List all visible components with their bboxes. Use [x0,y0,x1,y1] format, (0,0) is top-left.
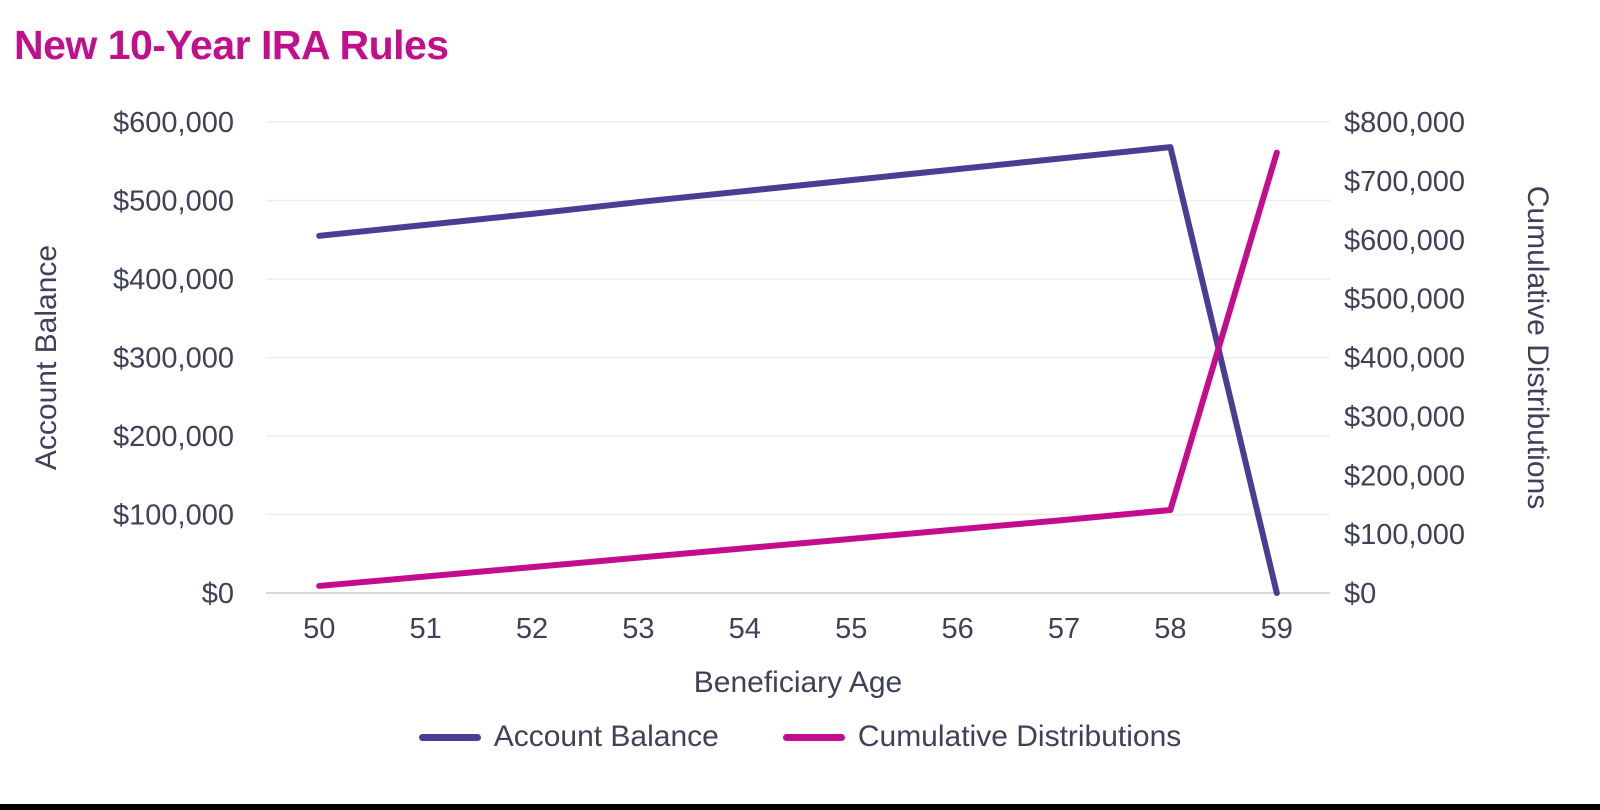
right-axis-tick-label: $400,000 [1344,343,1465,375]
x-axis-tick-label: 56 [941,613,973,645]
x-axis-tick-label: 51 [409,613,441,645]
right-axis-tick-label: $500,000 [1344,284,1465,316]
right-axis-tick-label: $0 [1344,578,1376,610]
x-axis-tick-label: 53 [622,613,654,645]
legend-label-account-balance: Account Balance [493,720,719,753]
right-axis-tick-label: $600,000 [1344,225,1465,257]
legend-item-cumulative-distributions: Cumulative Distributions [782,720,1182,754]
left-axis-tick-label: $200,000 [113,421,234,453]
x-axis-tick-label: 52 [516,613,548,645]
chart-title: New 10-Year IRA Rules [14,22,449,68]
left-axis-tick-label: $100,000 [113,500,234,532]
left-axis-tick-label: $400,000 [113,264,234,296]
legend-label-cumulative-distributions: Cumulative Distributions [857,720,1182,753]
left-axis-tick-label: $300,000 [113,343,234,375]
x-axis-tick-label: 58 [1154,613,1186,645]
right-axis-tick-label: $300,000 [1344,401,1465,433]
series-line-cumulative-distributions [316,149,1280,589]
x-axis-tick-label: 54 [729,613,761,645]
x-axis-tick-label: 57 [1048,613,1080,645]
x-axis-tick-label: 55 [835,613,867,645]
right-axis-tick-label: $200,000 [1344,460,1465,492]
legend-line-swatch-account-balance [418,733,481,741]
x-axis-tick-label: 50 [303,613,335,645]
right-axis-tick-label: $100,000 [1344,519,1465,551]
chart-legend: Account Balance Cumulative Distributions [0,720,1600,754]
legend-item-account-balance: Account Balance [418,720,719,754]
right-axis-tick-label: $700,000 [1344,166,1465,198]
series-line-account-balance [316,144,1280,596]
bottom-rule [0,804,1600,810]
x-axis-title: Beneficiary Age [694,666,902,699]
left-axis-tick-label: $600,000 [113,107,234,139]
left-axis-tick-label: $500,000 [113,186,234,218]
left-axis-title: Account Balance [30,245,63,470]
legend-line-swatch-cumulative-distributions [782,733,845,741]
x-axis-tick-label: 59 [1261,613,1293,645]
left-axis-tick-label: $0 [202,578,234,610]
right-axis-title: Cumulative Distributions [1521,186,1554,509]
right-axis-tick-label: $800,000 [1344,107,1465,139]
